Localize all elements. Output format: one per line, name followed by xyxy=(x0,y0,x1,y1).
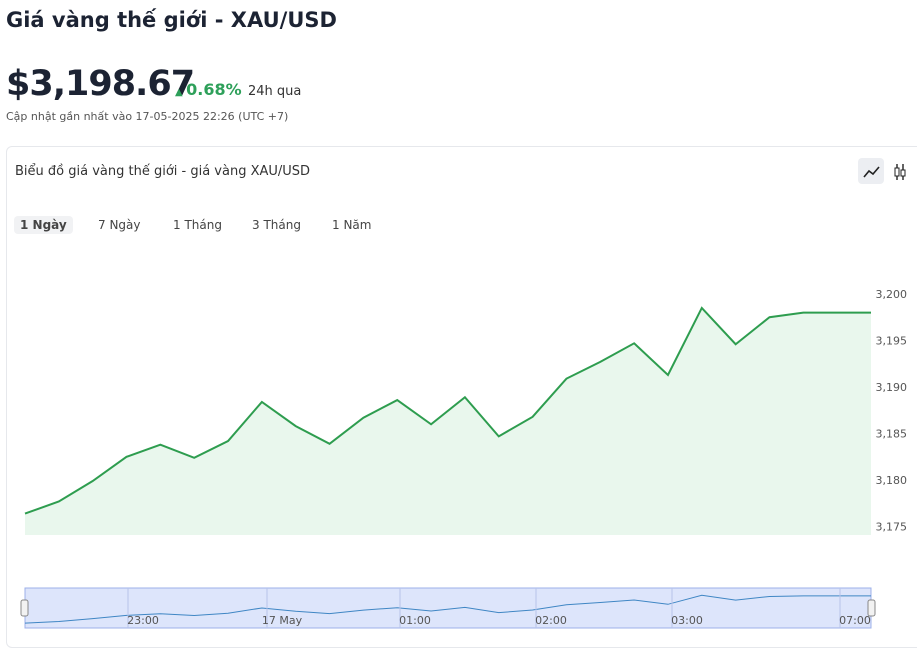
up-arrow: ▲ xyxy=(175,87,187,98)
navigator-label: 07:00 xyxy=(839,614,871,627)
navigator-handle[interactable] xyxy=(20,599,29,617)
candle-icon xyxy=(900,169,906,177)
candle-icon xyxy=(894,167,900,177)
range-tab[interactable]: 3 Tháng xyxy=(252,218,301,232)
page-title: Giá vàng thế giới - XAU/USD xyxy=(6,8,337,32)
line-view-button[interactable] xyxy=(858,158,884,184)
y-tick-label: 3,175 xyxy=(876,521,908,534)
navigator-label: 23:00 xyxy=(127,614,159,627)
price-line xyxy=(24,306,871,515)
navigator-label: 02:00 xyxy=(535,614,567,627)
price-change: ▲ 0.68% xyxy=(175,80,242,99)
y-tick-label: 3,190 xyxy=(876,381,908,394)
navigator-label: 01:00 xyxy=(399,614,431,627)
range-tab[interactable]: 1 Tháng xyxy=(173,218,222,232)
y-tick-label: 3,195 xyxy=(876,334,908,347)
line-icon xyxy=(863,166,880,178)
navigator-line xyxy=(24,594,871,624)
card-title: Biểu đồ giá vàng thế giới - giá vàng XAU… xyxy=(15,164,311,179)
update-time: Cập nhật gần nhất vào 17-05-2025 22:26 (… xyxy=(6,110,289,123)
area-fill xyxy=(25,307,871,535)
navigator-label: 03:00 xyxy=(671,614,703,627)
change-value: 0.68% xyxy=(186,80,242,99)
price: $3,198.67 xyxy=(6,64,195,104)
range-tab[interactable]: 1 Ngày xyxy=(14,216,73,234)
y-tick-label: 3,200 xyxy=(876,288,908,301)
y-tick-label: 3,180 xyxy=(876,474,908,487)
navigator-label: 17 May xyxy=(262,614,303,627)
y-tick-label: 3,185 xyxy=(876,427,908,440)
navigator-handle[interactable] xyxy=(867,599,876,617)
range-tab[interactable]: 7 Ngày xyxy=(98,218,141,232)
page: Giá vàng thế giới - XAU/USD $3,198.67 ▲ … xyxy=(6,8,917,648)
range-tab[interactable]: 1 Năm xyxy=(332,218,372,232)
chart: 3,175 3,180 3,185 3,190 3,195 3,200 23:00 17 Ma… xyxy=(20,158,908,629)
change-period: 24h qua xyxy=(248,84,302,99)
